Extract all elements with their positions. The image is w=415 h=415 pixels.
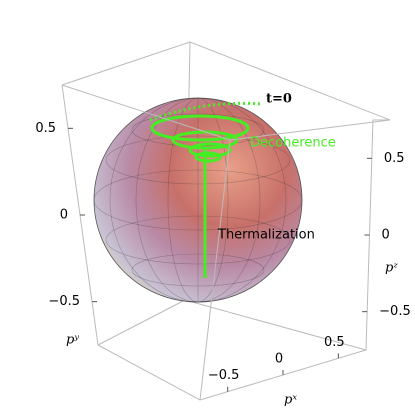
z-tick-label: 0.5 xyxy=(384,151,405,166)
z-axis-label: pᶻ xyxy=(385,261,398,276)
z-tick-label: −0.5 xyxy=(379,304,411,319)
x-axis-label: pˣ xyxy=(284,393,297,408)
x-tick-label: 0.5 xyxy=(324,335,345,350)
annotation: Decoherence xyxy=(250,136,336,151)
x-tick-label: 0 xyxy=(275,352,283,367)
z-tick-label: 0 xyxy=(382,228,390,243)
y-tick-label: 0 xyxy=(60,208,68,223)
y-axis-label: pʸ xyxy=(66,333,79,348)
y-tick-label: 0.5 xyxy=(35,121,56,136)
sphere xyxy=(93,97,303,303)
x-tick-label: −0.5 xyxy=(208,368,240,383)
y-tick-label: −0.5 xyxy=(48,294,80,309)
annotation: Thermalization xyxy=(217,228,315,243)
annotation: t=0 xyxy=(266,92,292,107)
